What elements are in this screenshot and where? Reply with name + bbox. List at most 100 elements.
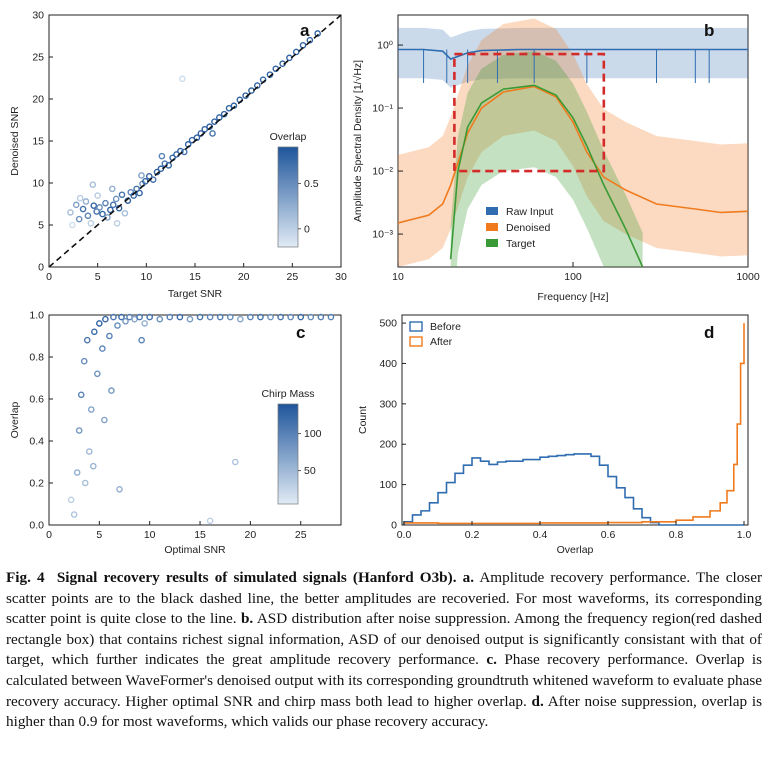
panel-c-point (277, 313, 284, 321)
panel-d-letter: d (704, 323, 714, 342)
panel-a-point (138, 172, 145, 179)
panel-c-point (77, 391, 85, 399)
panel-a-point (90, 202, 98, 209)
panel-d-xtick-label: 0.2 (465, 529, 480, 541)
panel-a-point (121, 209, 129, 217)
panel-d-legend: Before After (409, 321, 461, 348)
panel-c-point (67, 496, 75, 504)
panel-a-ytick-label: 25 (32, 52, 44, 64)
panel-a-point (84, 212, 92, 220)
panel-a-point (158, 152, 166, 160)
panel-a-point (89, 181, 97, 188)
panel-a-point (104, 214, 111, 221)
panel-b-legend-swatch (486, 239, 498, 247)
panel-b-ylabel: Amplitude Spectral Density [1/√Hz] (352, 60, 364, 222)
before-histogram (403, 453, 744, 526)
caption-c-text: Phase recovery performance. Overlap is c… (6, 651, 763, 710)
panel-c-point (327, 313, 335, 321)
panel-c-point (206, 517, 214, 525)
panel-d-legend-label: After (430, 336, 453, 348)
panel-c-point (101, 416, 108, 424)
panel-c-point (166, 313, 174, 321)
panel-c-ytick-label: 0.4 (29, 436, 44, 448)
panel-c-point (186, 315, 194, 323)
panel-a-point (145, 172, 153, 180)
panel-b-ytick-label: 10⁻² (372, 166, 393, 178)
panel-c-point (99, 345, 106, 352)
panel-a-ytick-label: 15 (32, 136, 44, 148)
panel-c-colorbar-tick-label: 100 (304, 428, 322, 440)
panel-c-point (83, 336, 91, 344)
panel-c-point (267, 313, 274, 321)
panel-c-letter: c (296, 323, 305, 342)
after-histogram (404, 323, 745, 525)
panel-a: 0 5 10 15 20 25 30 0 5 10 15 20 25 30 Target SNR Deno… (9, 10, 347, 301)
panel-c-colorbar-tick-label: 50 (304, 465, 316, 477)
panel-c-point (75, 427, 83, 434)
panel-a-point (188, 136, 196, 144)
panel-a-point (112, 195, 120, 203)
panel-a-point (107, 206, 114, 214)
panel-a-ytick-label: 20 (32, 94, 44, 106)
panel-c: 0 5 10 15 20 25 0.0 0.2 0.4 0.6 0.8 1.0 Optimal SNR… (9, 310, 342, 556)
panel-c-point (80, 357, 88, 365)
panel-c-colorbar-bar (277, 403, 299, 505)
panel-a-point (108, 185, 116, 193)
panel-a-point (209, 130, 216, 137)
panel-b-ytick-label: 10⁰ (377, 40, 394, 52)
panel-b-ytick-label: 10⁻¹ (372, 103, 393, 115)
figure-caption: Fig. 4 Signal recovery results of simula… (6, 568, 762, 733)
caption-c-label: c. (486, 651, 497, 669)
panel-c-point (102, 315, 109, 323)
panel-c-point (176, 313, 184, 321)
panel-c-point (114, 322, 121, 329)
panel-a-xtick-label: 25 (286, 271, 298, 283)
panel-a-point (79, 205, 87, 213)
panel-c-colorbar-label: Chirp Mass (261, 388, 314, 400)
panel-c-xtick-label: 25 (295, 529, 307, 541)
caption-d-text: After noise suppression, overlap is high… (6, 692, 762, 731)
panel-a-ytick-label: 5 (38, 220, 44, 232)
panel-a-colorbar: Overlap 0 0.5 (270, 131, 319, 248)
panel-b-legend-label: Target (506, 238, 535, 250)
panel-a-colorbar-tick-label: 0 (304, 223, 310, 235)
panel-c-point (226, 313, 234, 321)
panel-b-xlabel: Frequency [Hz] (537, 291, 608, 303)
panel-a-point (136, 189, 143, 197)
target-band (450, 50, 643, 267)
panel-d-xtick-label: 1.0 (737, 529, 752, 541)
caption-a-text: Amplitude recovery performance. The clos… (6, 569, 763, 628)
panel-b-xtick-label: 100 (564, 271, 582, 283)
denoised-line (398, 85, 748, 224)
panel-c-xtick-label: 5 (96, 529, 102, 541)
panel-c-xtick-label: 20 (245, 529, 257, 541)
panel-a-point (99, 210, 106, 218)
panel-a-letter: a (300, 21, 310, 40)
panel-c-xtick-label: 15 (194, 529, 206, 541)
panel-a-ytick-label: 10 (32, 178, 44, 190)
panel-c-colorbar: Chirp Mass 50 100 (261, 388, 322, 505)
panel-c-point (106, 332, 113, 340)
panel-b-legend-label: Raw Input (506, 206, 553, 218)
panel-a-point (179, 75, 186, 83)
panel-c-point (146, 313, 153, 321)
panel-a-xtick-label: 5 (95, 271, 101, 283)
panel-a-point (113, 220, 121, 227)
panel-d-ytick-label: 300 (379, 398, 397, 410)
panel-a-colorbar-tick-label: 0.5 (304, 178, 319, 190)
panel-c-point (237, 315, 244, 323)
panel-b-ytick-label: 10⁻³ (372, 229, 393, 241)
panel-c-ytick-label: 1.0 (29, 310, 44, 322)
panel-d-xtick-label: 0.4 (533, 529, 548, 541)
panel-c-point (317, 313, 325, 321)
panel-c-xtick-label: 0 (46, 529, 52, 541)
raw-input-band (398, 27, 748, 88)
panel-b-xtick-label: 10 (392, 271, 404, 283)
caption-d-label: d. (531, 692, 544, 710)
panel-a-point (96, 204, 103, 211)
panel-c-point (307, 313, 315, 321)
panel-c-point (196, 313, 204, 321)
panel-c-point (81, 479, 89, 487)
panel-a-point (69, 221, 76, 229)
